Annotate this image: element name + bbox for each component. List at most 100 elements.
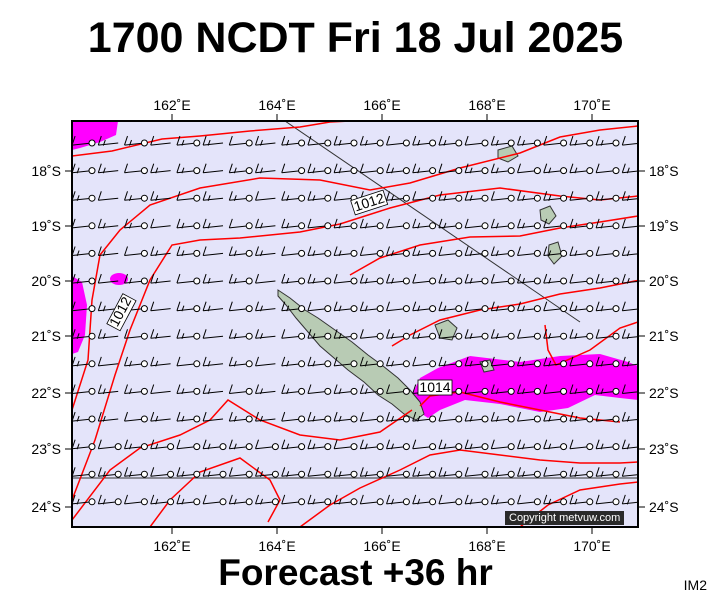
wind-barb bbox=[333, 163, 358, 175]
wind-barb bbox=[124, 135, 148, 147]
wind-barb bbox=[255, 467, 279, 478]
wind-barb bbox=[464, 411, 489, 423]
wind-barb bbox=[464, 494, 489, 506]
wind-barb bbox=[569, 384, 594, 395]
wind-barb bbox=[386, 191, 410, 202]
reference-line bbox=[284, 121, 581, 323]
wind-barb bbox=[124, 191, 148, 202]
loyalty-island-north bbox=[539, 205, 557, 225]
wind-barb bbox=[255, 329, 276, 339]
wind-barb bbox=[517, 218, 541, 230]
wind-barb bbox=[386, 301, 410, 313]
isobar bbox=[72, 187, 638, 501]
wind-barb bbox=[150, 356, 171, 367]
wind-barb bbox=[595, 411, 620, 423]
wind-barb bbox=[124, 356, 148, 368]
wind-barb bbox=[438, 135, 463, 147]
wind-barb bbox=[490, 218, 515, 230]
wind-barb bbox=[490, 329, 515, 340]
wind-barb bbox=[202, 384, 224, 395]
lon-label-bottom: 162˚E bbox=[153, 538, 190, 554]
wind-barb bbox=[386, 467, 410, 478]
lat-label-right: 18˚S bbox=[649, 163, 679, 179]
wind-barb bbox=[307, 135, 332, 147]
wind-barb bbox=[307, 356, 332, 368]
wind-barb bbox=[543, 329, 568, 340]
wind-barb bbox=[569, 163, 594, 175]
wind-barb bbox=[464, 218, 489, 230]
copyright-notice: Copyright metvuw.com bbox=[505, 511, 625, 525]
wind-barb bbox=[438, 191, 463, 202]
wind-barb bbox=[150, 163, 171, 174]
wind-barb bbox=[359, 494, 384, 506]
wind-barb bbox=[72, 439, 96, 451]
wind-barb bbox=[281, 384, 306, 395]
wind-barb bbox=[569, 273, 594, 285]
wind-barb bbox=[569, 246, 594, 257]
lat-label-left: 19˚S bbox=[31, 218, 61, 234]
lat-label-left: 21˚S bbox=[31, 328, 61, 344]
wind-barb bbox=[307, 411, 332, 423]
wind-barb bbox=[386, 163, 410, 175]
wind-barb bbox=[307, 439, 332, 451]
isobar bbox=[72, 121, 351, 157]
wind-barb bbox=[333, 494, 358, 506]
wind-barb bbox=[464, 467, 489, 478]
wind-barb bbox=[359, 273, 384, 285]
wind-barb bbox=[228, 467, 253, 478]
wind-barb bbox=[72, 135, 96, 147]
wind-barb bbox=[517, 384, 541, 395]
wind-barb bbox=[438, 246, 463, 257]
wind-barb bbox=[490, 163, 515, 175]
wind-barb bbox=[307, 301, 332, 313]
wind-barb bbox=[595, 246, 620, 257]
wind-barb bbox=[386, 329, 410, 340]
wind-barb bbox=[359, 218, 384, 230]
wind-barb bbox=[464, 384, 489, 395]
lon-label-bottom: 170˚E bbox=[573, 538, 610, 554]
wind-barb bbox=[333, 135, 358, 147]
wind-barb bbox=[359, 163, 384, 175]
wind-barb bbox=[150, 467, 175, 478]
wind-barb bbox=[438, 411, 463, 423]
wind-barb bbox=[281, 135, 306, 147]
wind-barb bbox=[386, 411, 410, 423]
land bbox=[277, 145, 563, 421]
wind-barb bbox=[543, 218, 568, 230]
wind-barb bbox=[255, 135, 276, 146]
wind-barb bbox=[412, 439, 437, 451]
lon-ticks-bottom bbox=[171, 527, 593, 534]
wind-barb bbox=[543, 356, 568, 368]
wind-barb bbox=[490, 135, 515, 147]
wind-barb bbox=[202, 246, 224, 256]
wind-barb bbox=[490, 246, 515, 257]
lon-label-bottom: 164˚E bbox=[258, 538, 295, 554]
wind-barb bbox=[228, 191, 253, 202]
wind-barb bbox=[150, 218, 171, 229]
wind-barb bbox=[228, 273, 253, 285]
wind-barb bbox=[202, 218, 224, 229]
rain-area-east bbox=[412, 354, 638, 418]
lat-label-right: 23˚S bbox=[649, 441, 679, 457]
lat-ticks bbox=[65, 170, 645, 508]
wind-barb bbox=[176, 356, 201, 368]
wind-barb bbox=[150, 301, 171, 312]
wind-barb bbox=[517, 411, 541, 423]
wind-barb bbox=[176, 135, 201, 147]
wind-barb bbox=[307, 494, 332, 506]
wind-barb bbox=[412, 246, 437, 257]
wind-barb bbox=[438, 494, 463, 506]
wind-barb bbox=[359, 301, 384, 313]
wind-barb bbox=[490, 356, 515, 368]
wind-barb bbox=[307, 191, 332, 202]
rain-area-small bbox=[110, 273, 128, 285]
wind-barb bbox=[595, 467, 620, 478]
wind-barb bbox=[281, 439, 306, 451]
rain-areas bbox=[72, 121, 638, 418]
wind-barb bbox=[543, 301, 568, 313]
wind-barb bbox=[386, 246, 410, 257]
wind-barb bbox=[97, 467, 122, 478]
wind-barb bbox=[281, 218, 306, 230]
wind-barb bbox=[621, 329, 638, 339]
wind-barb bbox=[386, 356, 410, 368]
